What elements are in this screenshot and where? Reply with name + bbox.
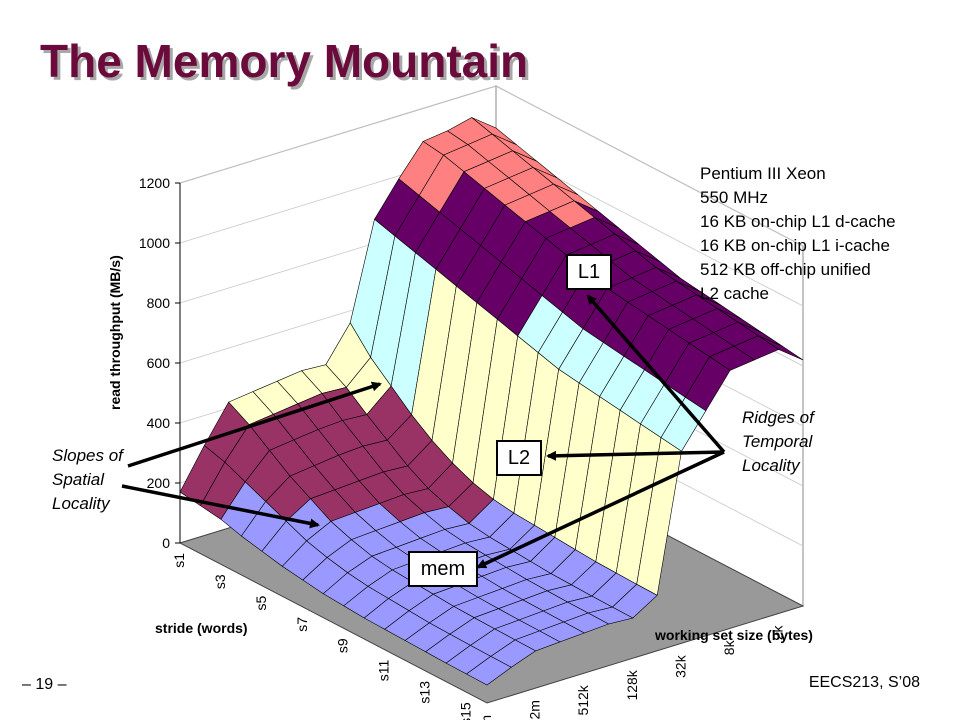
size-tick-label: 128k: [624, 669, 640, 700]
stride-tick-label: s3: [212, 574, 228, 589]
slide-number: – 19 –: [22, 676, 67, 693]
spec-line-l1d: 16 KB on-chip L1 d-cache: [700, 212, 896, 231]
stride-tick-label: s7: [294, 617, 310, 632]
spatial-locality-note: Slopes of Spatial Locality: [52, 444, 123, 516]
size-tick-label: 8m: [478, 715, 494, 720]
course-label: EECS213, S’08: [808, 674, 920, 691]
temporal-locality-note: Ridges of Temporal Locality: [742, 406, 814, 478]
z-tick-label: 1000: [139, 235, 170, 251]
z-tick-label: 0: [162, 535, 170, 551]
stride-tick-label: s11: [376, 659, 392, 681]
arrow-temporal-l1: [586, 294, 726, 454]
size-tick-label: 2m: [527, 700, 543, 719]
temporal-note-line-2: Temporal: [742, 432, 813, 451]
spatial-note-line-1: Slopes of: [52, 446, 123, 465]
size-tick-label: 8k: [721, 639, 737, 655]
z-tick-label: 1200: [139, 175, 170, 191]
y-axis-label: read throughput (MB/s): [107, 255, 123, 410]
spec-line-l2: 512 KB off-chip unified: [700, 260, 871, 279]
spec-line-l1i: 16 KB on-chip L1 i-cache: [700, 236, 890, 255]
stride-axis-label: stride (words): [155, 620, 248, 636]
spatial-note-line-3: Locality: [52, 494, 110, 513]
spec-line-cpu: Pentium III Xeon: [700, 164, 826, 183]
size-tick-label: 512k: [575, 684, 591, 715]
size-axis: 8m 2m 512k 128k 32k 8k 2k: [478, 625, 786, 720]
callout-l2: L2: [496, 440, 542, 476]
arrow-spatial-l2: [127, 381, 382, 468]
surface-cell-s15-8m: [465, 656, 512, 686]
stride-axis: s1 s3 s5 s7 s9 s11 s13 s15: [171, 553, 474, 720]
stride-tick-label: s9: [335, 638, 351, 653]
spec-line-l2-cont: L2 cache: [700, 284, 769, 303]
slide-title: The Memory Mountain: [40, 35, 529, 87]
stride-tick-label: s13: [417, 681, 433, 704]
z-tick-label: 200: [147, 475, 171, 491]
callout-l1: L1: [566, 254, 612, 290]
size-tick-label: 2k: [770, 625, 786, 641]
z-axis: 0 200 400 600 800 1000 1200: [139, 175, 181, 551]
z-gridline: [179, 85, 804, 247]
size-axis-label: working set size (bytes): [654, 627, 813, 643]
stride-tick-label: s1: [171, 553, 187, 568]
z-tick-label: 400: [147, 415, 171, 431]
stride-tick-label: s5: [253, 595, 269, 610]
size-tick-label: 32k: [673, 654, 689, 678]
arrow-temporal-mem: [476, 450, 725, 569]
arrow-temporal-l2: [546, 450, 725, 461]
z-tick-label: 800: [147, 295, 171, 311]
stride-tick-label: s15: [458, 702, 474, 720]
annotation-arrows: [121, 294, 726, 569]
spec-line-clock: 550 MHz: [700, 188, 769, 207]
temporal-note-line-1: Ridges of: [742, 408, 814, 427]
arrow-spatial-mem: [121, 484, 320, 529]
z-tick-label: 600: [147, 355, 171, 371]
temporal-note-line-3: Locality: [742, 456, 800, 475]
callout-mem: mem: [408, 551, 478, 587]
spatial-note-line-2: Spatial: [52, 470, 104, 489]
